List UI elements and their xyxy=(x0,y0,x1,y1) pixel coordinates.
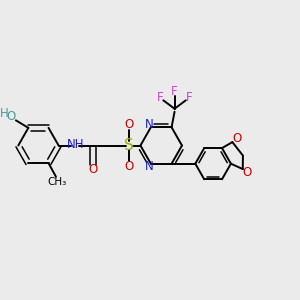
Text: F: F xyxy=(171,85,178,98)
Text: N: N xyxy=(145,160,154,172)
Text: N: N xyxy=(145,118,154,131)
Text: O: O xyxy=(88,163,98,176)
Text: H: H xyxy=(0,107,9,120)
Text: O: O xyxy=(242,166,251,179)
Text: CH₃: CH₃ xyxy=(47,177,66,187)
Text: F: F xyxy=(186,92,193,104)
Text: O: O xyxy=(6,110,16,123)
Text: NH: NH xyxy=(67,138,84,152)
Text: O: O xyxy=(232,132,241,145)
Text: O: O xyxy=(124,118,134,131)
Text: O: O xyxy=(124,160,134,173)
Text: S: S xyxy=(124,138,134,153)
Text: F: F xyxy=(156,92,163,104)
